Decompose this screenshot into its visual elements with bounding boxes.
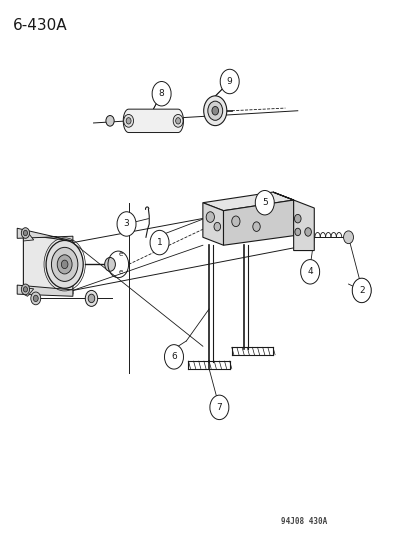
Polygon shape	[23, 235, 73, 294]
Circle shape	[352, 279, 370, 302]
Circle shape	[175, 118, 180, 124]
Circle shape	[21, 284, 29, 295]
Polygon shape	[23, 288, 33, 296]
Circle shape	[173, 115, 183, 127]
Text: 6: 6	[171, 352, 176, 361]
Text: 1: 1	[156, 238, 162, 247]
Text: 4: 4	[306, 268, 312, 276]
Circle shape	[33, 295, 38, 302]
Circle shape	[351, 278, 370, 303]
Circle shape	[51, 247, 78, 281]
Circle shape	[294, 214, 300, 223]
Circle shape	[117, 212, 136, 236]
Polygon shape	[202, 203, 223, 245]
Circle shape	[252, 222, 260, 231]
Text: 3: 3	[123, 220, 129, 229]
Circle shape	[152, 82, 171, 106]
Circle shape	[300, 260, 319, 284]
Circle shape	[123, 115, 133, 127]
Circle shape	[57, 255, 72, 274]
Circle shape	[23, 230, 27, 236]
Polygon shape	[123, 109, 183, 133]
Circle shape	[356, 284, 366, 297]
Polygon shape	[223, 200, 293, 245]
Circle shape	[209, 395, 228, 419]
Text: 5: 5	[261, 198, 267, 207]
Polygon shape	[202, 192, 293, 211]
Circle shape	[126, 118, 131, 124]
Circle shape	[21, 228, 29, 238]
Circle shape	[207, 101, 222, 120]
Circle shape	[88, 294, 95, 303]
Circle shape	[214, 222, 220, 231]
Circle shape	[206, 212, 214, 222]
Circle shape	[31, 292, 40, 305]
Polygon shape	[23, 232, 33, 241]
Text: 94J08 430A: 94J08 430A	[280, 517, 327, 526]
Circle shape	[46, 240, 83, 288]
Circle shape	[203, 96, 226, 126]
Text: 2: 2	[358, 286, 364, 295]
Circle shape	[150, 230, 169, 255]
Circle shape	[343, 231, 353, 244]
Text: e: e	[118, 269, 122, 275]
Circle shape	[231, 216, 240, 227]
Text: e: e	[118, 251, 122, 257]
Circle shape	[358, 287, 363, 294]
Circle shape	[255, 190, 273, 215]
Circle shape	[61, 260, 68, 269]
Circle shape	[220, 69, 239, 94]
Circle shape	[106, 116, 114, 126]
Text: 7: 7	[216, 403, 222, 412]
Polygon shape	[272, 192, 313, 251]
Polygon shape	[17, 228, 73, 241]
Circle shape	[85, 290, 97, 306]
Text: 9: 9	[226, 77, 232, 86]
Circle shape	[164, 345, 183, 369]
Circle shape	[294, 228, 300, 236]
Circle shape	[104, 257, 115, 271]
Polygon shape	[17, 285, 73, 296]
Circle shape	[23, 287, 27, 292]
Text: 6-430A: 6-430A	[13, 18, 68, 33]
Circle shape	[304, 228, 311, 236]
Circle shape	[211, 107, 218, 115]
Text: 8: 8	[158, 89, 164, 98]
